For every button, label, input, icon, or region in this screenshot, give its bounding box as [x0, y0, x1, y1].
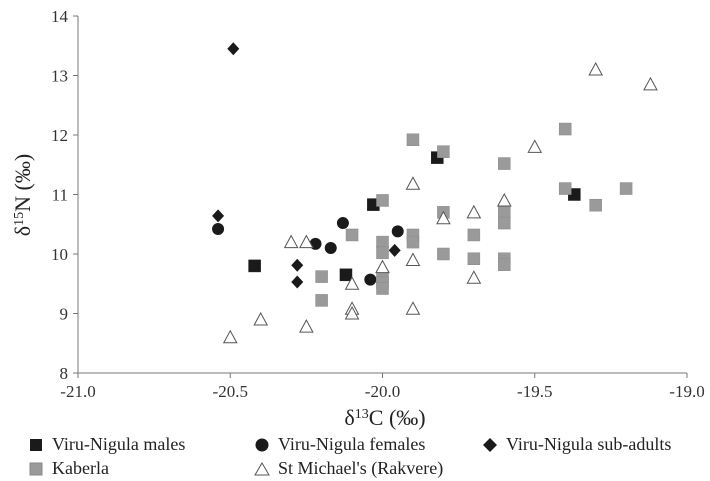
data-point: [406, 235, 420, 249]
y-axis-title: δ15N (‰): [10, 154, 35, 236]
data-point: [376, 235, 389, 249]
data-point: [436, 210, 451, 225]
data-point: [299, 319, 314, 333]
data-point: [498, 206, 511, 219]
data-point: [466, 204, 482, 219]
scatter-chart: 8 9 10 11 12 13 14 -21.0 -20.5 -20.0 -19.5 -19.0 δ1…: [10, 7, 705, 430]
data-point: [299, 234, 314, 249]
data-point: [376, 246, 389, 260]
legend-label: Kaberla: [52, 458, 109, 478]
y-tick-label: 14: [51, 7, 69, 26]
data-point: [324, 242, 337, 255]
data-points: [212, 42, 658, 344]
data-point: [315, 270, 328, 283]
legend: Viru-Nigula males Viru-Nigula females Vi…: [0, 430, 710, 480]
data-point: [339, 268, 353, 282]
data-point: [527, 139, 543, 153]
x-tick-label: -20.0: [365, 382, 400, 401]
data-point: [467, 228, 481, 242]
data-point: [212, 223, 225, 236]
legend-label: Viru-Nigula males: [52, 434, 186, 454]
data-point: [364, 273, 377, 286]
data-point: [376, 194, 389, 207]
data-point: [227, 42, 240, 56]
triangle-marker-icon: [254, 461, 270, 475]
circle-marker-icon: [255, 438, 269, 451]
x-tick-label: -20.5: [213, 382, 248, 401]
x-tick-label: -19.0: [669, 382, 704, 401]
data-point: [291, 258, 304, 272]
data-point: [643, 76, 658, 91]
axes: [73, 15, 688, 378]
data-point: [375, 259, 390, 274]
data-point: [388, 243, 401, 257]
data-point: [344, 305, 360, 320]
legend-label: St Michael's (Rakvere): [278, 458, 444, 478]
data-point: [498, 157, 511, 170]
y-tick-label: 9: [60, 305, 69, 324]
square-marker-icon: [30, 438, 42, 451]
data-point: [558, 122, 572, 136]
data-point: [467, 252, 481, 266]
data-point: [212, 209, 225, 223]
data-point: [253, 311, 269, 326]
data-point: [222, 329, 238, 344]
data-point: [345, 228, 359, 242]
diamond-marker-icon: [483, 437, 497, 452]
square-marker-icon: [29, 462, 43, 475]
legend-label: Viru-Nigula females: [278, 434, 426, 454]
legend-item-kaberla: Kaberla: [28, 458, 109, 479]
data-point: [589, 198, 602, 212]
data-point: [315, 294, 328, 307]
data-point: [498, 258, 511, 271]
x-axis-title: δ13C (‰): [344, 405, 425, 430]
data-point: [405, 301, 421, 315]
data-point: [406, 133, 420, 147]
data-point: [344, 276, 360, 290]
data-point: [336, 217, 349, 230]
data-point: [437, 145, 450, 158]
legend-item-males: Viru-Nigula males: [28, 434, 185, 455]
legend-item-st-michaels: St Michael's (Rakvere): [254, 458, 443, 479]
y-tick-label: 11: [52, 186, 68, 205]
data-point: [496, 192, 512, 207]
data-point: [291, 275, 304, 289]
legend-label: Viru-Nigula sub-adults: [506, 434, 672, 454]
x-tick-label: -21.0: [60, 382, 95, 401]
data-point: [466, 270, 482, 284]
data-point: [619, 182, 633, 195]
data-point: [405, 252, 421, 266]
legend-item-subadults: Viru-Nigula sub-adults: [482, 434, 671, 455]
tick-labels: 8 9 10 11 12 13 14 -21.0 -20.5 -20.0 -19.5 -19.0: [51, 7, 705, 401]
data-point: [283, 234, 299, 249]
y-tick-label: 13: [51, 67, 68, 86]
data-point: [498, 216, 511, 230]
data-point: [248, 259, 261, 273]
data-point: [558, 182, 572, 195]
data-point: [588, 62, 603, 76]
data-point: [437, 247, 450, 261]
y-tick-label: 12: [51, 126, 68, 145]
y-tick-label: 8: [60, 364, 69, 383]
y-tick-label: 10: [51, 245, 68, 264]
data-point: [376, 282, 389, 295]
data-point: [391, 225, 404, 238]
data-point: [405, 176, 421, 190]
legend-item-females: Viru-Nigula females: [254, 434, 425, 455]
x-tick-label: -19.5: [517, 382, 552, 401]
